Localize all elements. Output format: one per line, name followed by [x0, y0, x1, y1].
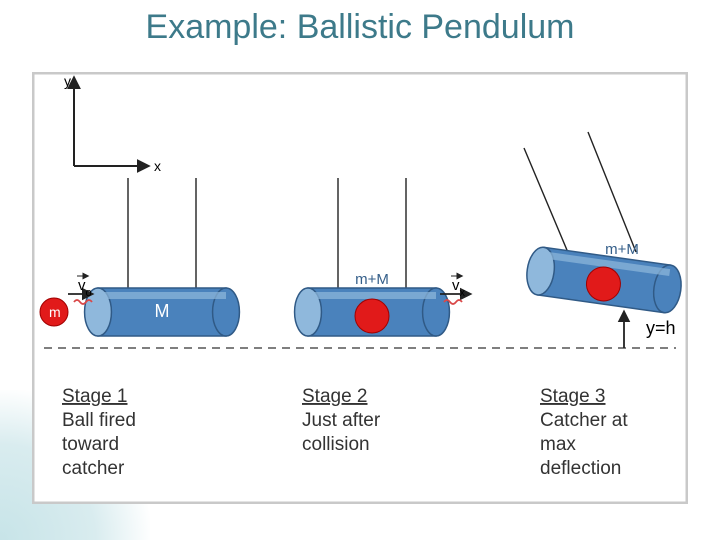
stage3-name: Stage 3: [540, 386, 606, 407]
stage1-desc-1: toward: [62, 434, 119, 455]
stage3-desc-2: deflection: [540, 458, 621, 479]
y-h-label: y=h: [646, 318, 676, 338]
stage3-desc-1: max: [540, 434, 576, 455]
slide-title: Example: Ballistic Pendulum: [0, 8, 720, 47]
stage2-desc-0: Just after: [302, 410, 381, 431]
ballistic-pendulum-diagram: xyMmvoStage 1Ball firedtowardcatcherm+Mv…: [32, 72, 688, 504]
stage1-name: Stage 1: [62, 386, 128, 407]
stage2-ball: [355, 299, 389, 333]
stage2-desc-1: collision: [302, 434, 370, 455]
stage3-desc-0: Catcher at: [540, 410, 628, 431]
stage1-mass-label: M: [155, 301, 170, 321]
stage2-combined-label: m+M: [355, 271, 389, 288]
stage1-desc-2: catcher: [62, 458, 125, 479]
stage3-combined-label: m+M: [605, 241, 639, 258]
y-axis-label: y: [64, 73, 71, 89]
x-axis-label: x: [154, 158, 161, 174]
stage1-desc-0: Ball fired: [62, 410, 136, 431]
stage1-ball-label: m: [49, 304, 61, 320]
stage2-name: Stage 2: [302, 386, 368, 407]
